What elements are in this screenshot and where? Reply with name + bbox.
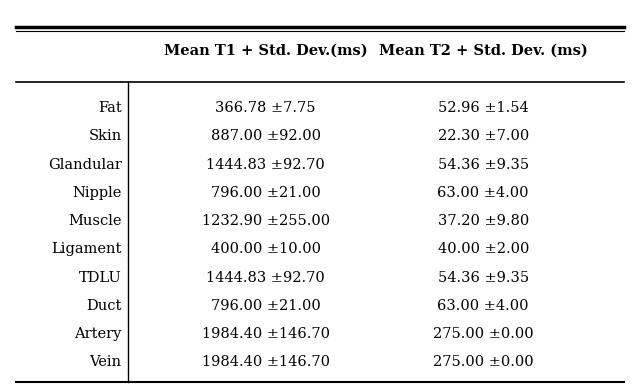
Text: Mean T2 + Std. Dev. (ms): Mean T2 + Std. Dev. (ms)	[379, 44, 588, 58]
Text: 63.00 ±4.00: 63.00 ±4.00	[438, 299, 529, 313]
Text: 796.00 ±21.00: 796.00 ±21.00	[211, 299, 321, 313]
Text: 796.00 ±21.00: 796.00 ±21.00	[211, 186, 321, 200]
Text: 40.00 ±2.00: 40.00 ±2.00	[438, 242, 529, 256]
Text: 37.20 ±9.80: 37.20 ±9.80	[438, 214, 529, 228]
Text: 400.00 ±10.00: 400.00 ±10.00	[211, 242, 321, 256]
Text: Fat: Fat	[98, 101, 122, 115]
Text: Skin: Skin	[88, 129, 122, 143]
Text: 275.00 ±0.00: 275.00 ±0.00	[433, 355, 534, 369]
Text: Artery: Artery	[74, 327, 122, 341]
Text: Mean T1 + Std. Dev.(ms): Mean T1 + Std. Dev.(ms)	[164, 44, 367, 58]
Text: 52.96 ±1.54: 52.96 ±1.54	[438, 101, 529, 115]
Text: TDLU: TDLU	[79, 270, 122, 285]
Text: Muscle: Muscle	[68, 214, 122, 228]
Text: 887.00 ±92.00: 887.00 ±92.00	[211, 129, 321, 143]
Text: 54.36 ±9.35: 54.36 ±9.35	[438, 270, 529, 285]
Text: Duct: Duct	[86, 299, 122, 313]
Text: 1984.40 ±146.70: 1984.40 ±146.70	[202, 327, 330, 341]
Text: Nipple: Nipple	[72, 186, 122, 200]
Text: 1444.83 ±92.70: 1444.83 ±92.70	[206, 270, 325, 285]
Text: 1232.90 ±255.00: 1232.90 ±255.00	[202, 214, 330, 228]
Text: 54.36 ±9.35: 54.36 ±9.35	[438, 158, 529, 172]
Text: Vein: Vein	[90, 355, 122, 369]
Text: 1444.83 ±92.70: 1444.83 ±92.70	[206, 158, 325, 172]
Text: 275.00 ±0.00: 275.00 ±0.00	[433, 327, 534, 341]
Text: Ligament: Ligament	[51, 242, 122, 256]
Text: 63.00 ±4.00: 63.00 ±4.00	[438, 186, 529, 200]
Text: 1984.40 ±146.70: 1984.40 ±146.70	[202, 355, 330, 369]
Text: 22.30 ±7.00: 22.30 ±7.00	[438, 129, 529, 143]
Text: Glandular: Glandular	[48, 158, 122, 172]
Text: 366.78 ±7.75: 366.78 ±7.75	[215, 101, 316, 115]
